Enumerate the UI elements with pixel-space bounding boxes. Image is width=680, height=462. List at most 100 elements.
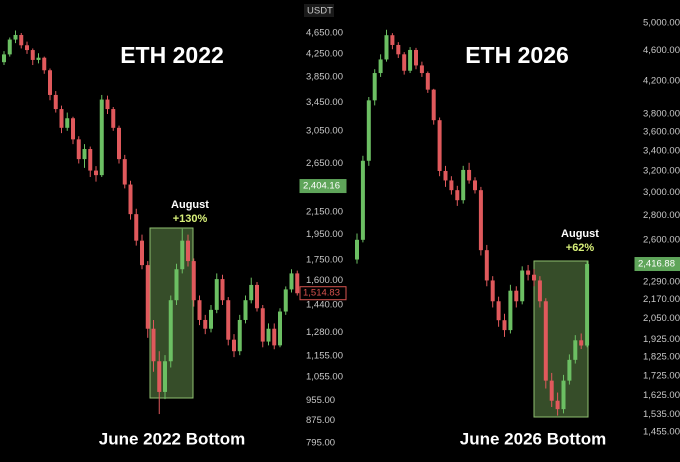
price-tag-label: 2,416.88 bbox=[638, 259, 675, 270]
candle-body bbox=[508, 290, 513, 331]
candle-body bbox=[163, 361, 167, 392]
candle-body bbox=[260, 308, 265, 342]
y-tick-label: 4,200.00 bbox=[643, 75, 680, 86]
candle-body bbox=[355, 239, 359, 260]
candle-body bbox=[360, 160, 365, 240]
candle-body bbox=[30, 50, 35, 60]
candle-body bbox=[425, 73, 430, 90]
candle-body bbox=[278, 311, 282, 346]
candle-body bbox=[366, 100, 371, 161]
annotation-change: +62% bbox=[566, 242, 595, 254]
candle-body bbox=[514, 290, 519, 302]
candle-body bbox=[396, 44, 401, 55]
y-tick-label: 795.00 bbox=[306, 437, 335, 448]
candle-body bbox=[532, 274, 536, 281]
candle-body bbox=[408, 49, 413, 71]
candle-body bbox=[140, 240, 144, 266]
candle-body bbox=[496, 301, 501, 321]
candle-body bbox=[42, 57, 47, 71]
price-tag-box bbox=[299, 286, 347, 301]
candle-body bbox=[372, 73, 377, 101]
candle-body bbox=[180, 240, 185, 270]
candle-body bbox=[461, 169, 466, 201]
y-tick-label: 1,455.00 bbox=[643, 427, 680, 438]
price-tag-box bbox=[299, 179, 347, 194]
footer-label: June 2026 Bottom bbox=[460, 429, 606, 448]
candle-body bbox=[53, 94, 58, 110]
y-tick-label: 1,440.00 bbox=[306, 300, 343, 311]
highlight-box bbox=[533, 260, 589, 418]
candle-body bbox=[214, 279, 219, 310]
y-tick-label: 1,535.00 bbox=[643, 409, 680, 420]
candle-body bbox=[490, 280, 495, 302]
candles bbox=[2, 29, 590, 416]
candle-body bbox=[283, 289, 288, 312]
candle-body bbox=[48, 70, 52, 95]
candle-body bbox=[111, 109, 116, 128]
candle-body bbox=[94, 170, 98, 176]
candle-body bbox=[128, 184, 133, 215]
candle-body bbox=[122, 159, 127, 185]
y-tick-label: 2,600.00 bbox=[643, 234, 680, 245]
candle-body bbox=[191, 261, 196, 301]
y-tick-label: 1,155.00 bbox=[306, 351, 343, 362]
candle-body bbox=[295, 273, 300, 294]
annotation-label: August bbox=[561, 228, 599, 240]
y-tick-label: 1,600.00 bbox=[306, 275, 343, 286]
candle-body bbox=[520, 270, 525, 302]
y-tick-label: 1,950.00 bbox=[306, 229, 343, 240]
y-tick-label: 1,280.00 bbox=[306, 327, 343, 338]
candle-body bbox=[25, 45, 29, 51]
candle-body bbox=[467, 169, 472, 181]
candle-body bbox=[105, 99, 110, 110]
candle-body bbox=[289, 273, 294, 290]
y-tick-label: 4,600.00 bbox=[643, 45, 680, 56]
candle-body bbox=[232, 339, 236, 352]
y-tick-label: 1,925.00 bbox=[643, 334, 680, 345]
candle-body bbox=[117, 127, 121, 160]
candle-body bbox=[567, 359, 572, 381]
candle-body bbox=[266, 328, 271, 342]
candle-body bbox=[414, 49, 418, 66]
candle-body bbox=[478, 190, 483, 251]
y-tick-label: 2,290.00 bbox=[643, 276, 680, 287]
candle-body bbox=[36, 57, 41, 60]
price-tag-label: 2,404.16 bbox=[303, 181, 340, 192]
candle-body bbox=[402, 54, 407, 71]
candle-body bbox=[449, 180, 454, 191]
candle-body bbox=[157, 361, 162, 392]
candle-body bbox=[13, 34, 18, 40]
candle-body bbox=[555, 400, 560, 410]
candle-body bbox=[82, 149, 87, 160]
candle-body bbox=[573, 340, 578, 360]
candle-body bbox=[243, 300, 248, 320]
candle-body bbox=[88, 149, 93, 171]
y-tick-label: 1,625.00 bbox=[643, 390, 680, 401]
candle-body bbox=[437, 120, 442, 171]
candle-body bbox=[473, 180, 477, 191]
chart-title: ETH 2026 bbox=[465, 42, 569, 68]
candle-body bbox=[249, 284, 254, 301]
y-tick-label: 3,600.00 bbox=[643, 126, 680, 137]
currency-label: USDT bbox=[307, 6, 333, 17]
candle-body bbox=[197, 300, 202, 320]
candle-body bbox=[7, 39, 12, 55]
candle-body bbox=[537, 280, 542, 302]
candle-body bbox=[76, 139, 81, 160]
candle-body bbox=[99, 99, 104, 176]
candle-body bbox=[390, 35, 395, 45]
y-tick-label: 4,250.00 bbox=[306, 48, 343, 59]
candle-body bbox=[484, 250, 489, 281]
annotation-label: August bbox=[171, 199, 209, 211]
y-tick-label: 4,650.00 bbox=[306, 27, 343, 38]
candle-body bbox=[272, 328, 277, 346]
candle-body bbox=[226, 300, 231, 340]
candle-body bbox=[378, 59, 383, 74]
y-tick-label: 2,800.00 bbox=[643, 210, 680, 221]
currency-box bbox=[304, 4, 334, 17]
price-tag-box bbox=[634, 257, 680, 272]
candle-body bbox=[134, 214, 139, 241]
candle-body bbox=[220, 279, 225, 301]
y-tick-label: 5,000.00 bbox=[643, 18, 680, 29]
